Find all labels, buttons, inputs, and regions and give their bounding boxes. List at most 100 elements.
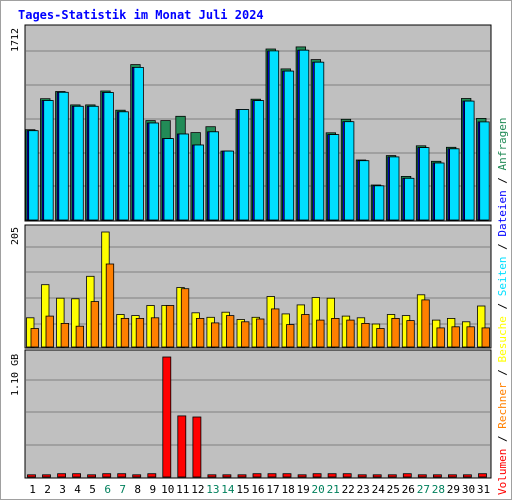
bar-volumen-day-15 xyxy=(237,474,247,478)
bar-seiten-day-17 xyxy=(268,50,280,221)
bar-volumen-day-8 xyxy=(132,474,142,478)
x-tick-label: 20 xyxy=(311,483,324,496)
panel-2-bars xyxy=(26,231,490,348)
bar-volumen-day-6 xyxy=(102,473,112,478)
bar-volumen-day-28 xyxy=(432,474,442,478)
x-tick-label: 21 xyxy=(327,483,340,496)
bar-seiten-day-14 xyxy=(223,150,235,221)
bar-rechner-day-3 xyxy=(60,322,69,348)
x-tick-label: 29 xyxy=(447,483,460,496)
x-axis-labels: 1 2 3 4 5 6 7 8 9 10 11 12 13 14 15 16 17 18 19 20 21 22 23 24 2… xyxy=(29,483,490,496)
bar-rechner-day-24 xyxy=(376,328,385,348)
bar-seiten-day-27 xyxy=(419,147,430,221)
legend-separator: / xyxy=(496,296,509,316)
x-tick-label: 3 xyxy=(59,483,66,496)
bar-rechner-day-5 xyxy=(90,301,99,348)
bar-rechner-day-17 xyxy=(271,308,280,348)
bar-rechner-day-20 xyxy=(316,319,325,348)
x-tick-label: 27 xyxy=(417,483,430,496)
bar-seiten-day-11 xyxy=(178,133,189,221)
bar-volumen-day-25 xyxy=(387,474,397,478)
bar-rechner-day-7 xyxy=(120,317,130,348)
bar-rechner-day-1 xyxy=(30,328,39,348)
x-tick-label: 4 xyxy=(74,483,81,496)
bar-seiten-day-12 xyxy=(193,144,205,221)
panel-3-grid xyxy=(26,379,490,446)
x-tick-label: 10 xyxy=(161,483,174,496)
bar-seiten-day-16 xyxy=(253,100,265,221)
bar-seiten-day-31 xyxy=(479,121,490,221)
x-tick-label: 25 xyxy=(387,483,400,496)
x-tick-label: 6 xyxy=(104,483,111,496)
x-tick-label: 2 xyxy=(44,483,51,496)
x-tick-label: 31 xyxy=(477,483,490,496)
x-tick-label: 12 xyxy=(191,483,204,496)
bar-volumen-day-24 xyxy=(372,474,382,478)
bar-rechner-day-21 xyxy=(331,317,340,348)
x-tick-label: 13 xyxy=(206,483,219,496)
bar-besuche-day-3 xyxy=(56,297,65,348)
bar-volumen-day-1 xyxy=(27,474,36,478)
bar-volumen-day-17 xyxy=(267,473,277,478)
bar-seiten-day-21 xyxy=(328,134,340,221)
x-tick-label: 14 xyxy=(221,483,235,496)
legend-separator: / xyxy=(496,170,509,190)
bar-seiten-day-26 xyxy=(404,177,415,221)
legend-entry-anfragen: Anfragen xyxy=(496,117,509,170)
bar-rechner-day-4 xyxy=(75,325,84,348)
x-tick-label: 1 xyxy=(29,483,36,496)
x-tick-label: 11 xyxy=(176,483,189,496)
bar-seiten-day-24 xyxy=(373,185,385,221)
x-tick-label: 30 xyxy=(462,483,475,496)
bar-rechner-day-2 xyxy=(45,315,54,348)
legend-separator: / xyxy=(496,363,509,383)
bar-seiten-day-3 xyxy=(58,91,69,221)
bar-seiten-day-5 xyxy=(88,105,99,221)
bar-seiten-day-7 xyxy=(118,111,129,221)
bar-volumen-day-4 xyxy=(72,473,81,478)
bar-volumen-day-12 xyxy=(192,416,202,478)
bar-rechner-day-15 xyxy=(241,321,250,348)
bar-rechner-day-31 xyxy=(481,327,490,348)
x-tick-label: 8 xyxy=(134,483,141,496)
bar-volumen-day-23 xyxy=(357,474,367,478)
legend-entry-dateien: Dateien xyxy=(496,190,509,236)
panel-1-bars xyxy=(25,46,490,221)
bar-rechner-day-6 xyxy=(105,263,115,348)
x-tick-label: 28 xyxy=(432,483,445,496)
legend-entry-seiten: Seiten xyxy=(496,257,509,297)
bar-volumen-day-18 xyxy=(282,473,292,478)
bar-seiten-day-29 xyxy=(449,148,460,221)
bar-volumen-day-10 xyxy=(162,356,172,478)
x-tick-label: 18 xyxy=(281,483,294,496)
bar-seiten-day-23 xyxy=(358,160,370,221)
x-tick-label: 26 xyxy=(402,483,415,496)
bar-seiten-day-25 xyxy=(389,156,400,221)
bar-rechner-day-18 xyxy=(286,324,295,348)
x-tick-label: 16 xyxy=(251,483,264,496)
panel-anfragen-dateien-seiten: 1712 xyxy=(10,24,492,222)
x-tick-label: 7 xyxy=(119,483,126,496)
x-tick-label: 23 xyxy=(357,483,370,496)
bar-volumen-day-14 xyxy=(222,474,232,478)
bar-volumen-day-26 xyxy=(402,473,412,478)
bar-rechner-day-16 xyxy=(256,318,265,348)
bar-volumen-day-7 xyxy=(117,473,127,478)
bar-rechner-day-25 xyxy=(391,317,400,348)
bar-seiten-day-18 xyxy=(283,70,295,221)
bar-rechner-day-8 xyxy=(135,317,145,348)
bar-seiten-day-13 xyxy=(208,131,220,221)
x-tick-label: 9 xyxy=(149,483,156,496)
bar-volumen-day-9 xyxy=(147,473,157,478)
bar-seiten-day-6 xyxy=(103,92,114,221)
panel-3-background xyxy=(24,349,492,479)
bar-volumen-day-27 xyxy=(417,474,427,478)
bar-seiten-day-10 xyxy=(163,138,174,221)
panel-3-bars xyxy=(27,356,487,478)
bar-rechner-day-22 xyxy=(346,319,355,348)
x-tick-label: 24 xyxy=(372,483,386,496)
bar-volumen-day-29 xyxy=(447,474,457,478)
bar-seiten-day-15 xyxy=(238,109,250,221)
bar-volumen-day-30 xyxy=(462,474,472,478)
bar-volumen-day-22 xyxy=(342,473,352,478)
